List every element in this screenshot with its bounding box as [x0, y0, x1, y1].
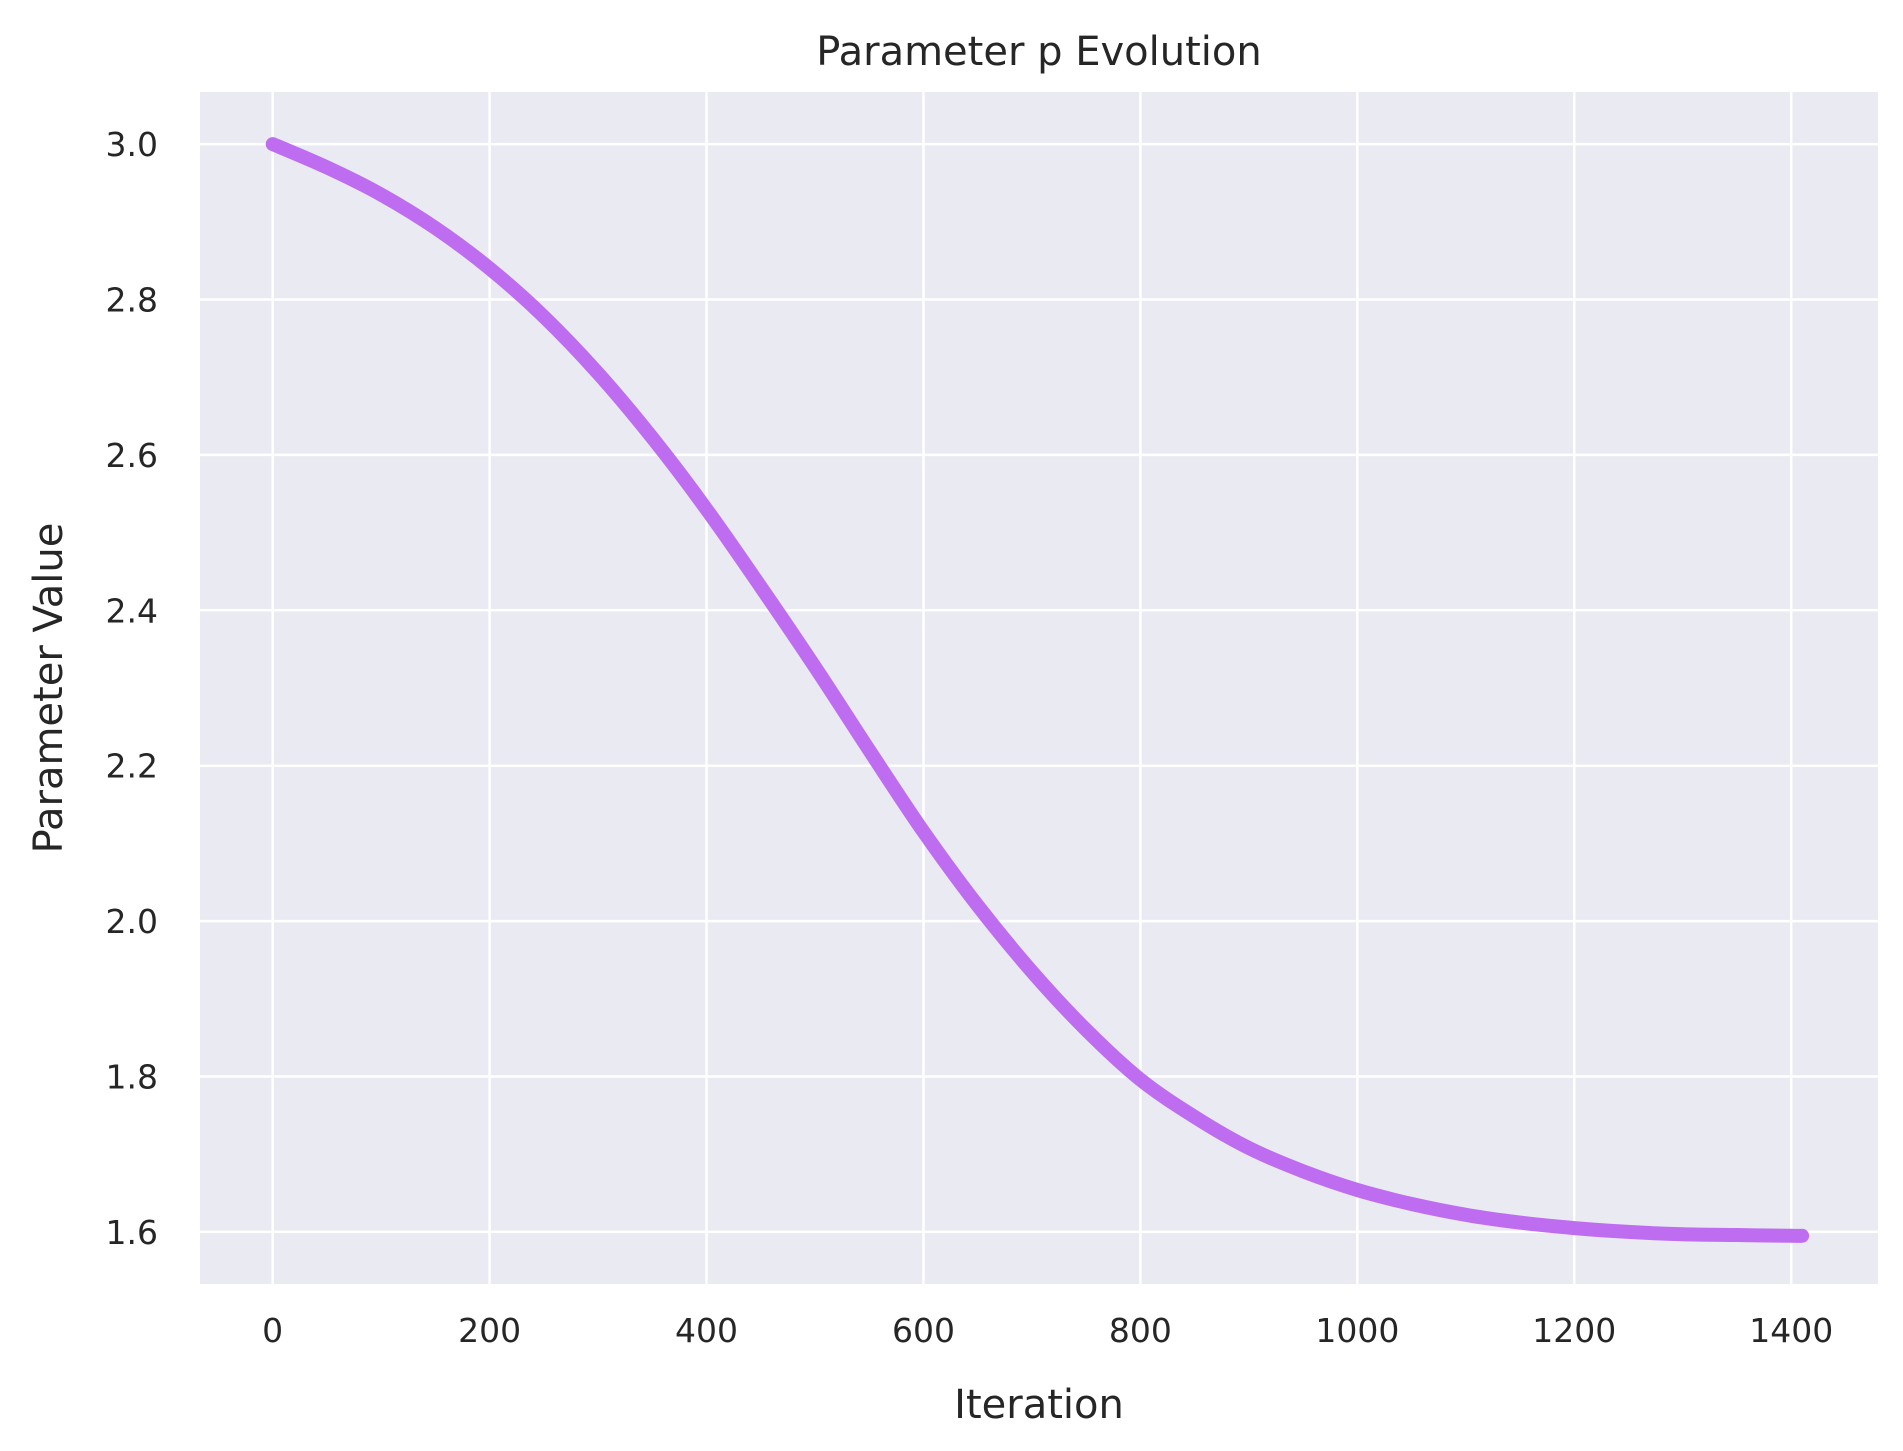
y-tick-label: 3.0 [106, 125, 158, 164]
x-tick-label: 1000 [1315, 1311, 1399, 1350]
series-line [265, 137, 1810, 1243]
y-tick-label: 2.4 [106, 591, 158, 630]
x-tick-label: 600 [892, 1311, 955, 1350]
y-axis-label: Parameter Value [26, 523, 72, 854]
x-tick-label: 200 [458, 1311, 521, 1350]
x-tick-label: 800 [1109, 1311, 1172, 1350]
y-tick-label: 1.6 [106, 1213, 158, 1252]
x-tick-label: 0 [262, 1311, 283, 1350]
y-tick-label: 2.8 [106, 280, 158, 319]
y-tick-label: 2.2 [106, 747, 158, 786]
x-tick-label: 1200 [1532, 1311, 1616, 1350]
y-tick-label: 1.8 [106, 1058, 158, 1097]
plot-background [200, 92, 1878, 1284]
chart-title: Parameter p Evolution [816, 29, 1261, 75]
x-axis-label: Iteration [954, 1382, 1124, 1428]
grid [200, 92, 1878, 1284]
x-tick-label: 400 [675, 1311, 738, 1350]
x-tick-labels: 0 200 400 600 800 1000 1200 1400 [262, 1311, 1833, 1350]
x-tick-label: 1400 [1749, 1311, 1833, 1350]
series-layer [265, 137, 1810, 1243]
y-tick-label: 2.0 [106, 902, 158, 941]
y-tick-label: 2.6 [106, 436, 158, 475]
y-tick-labels: 1.6 1.8 2.0 2.2 2.4 2.6 2.8 3.0 [106, 125, 158, 1252]
